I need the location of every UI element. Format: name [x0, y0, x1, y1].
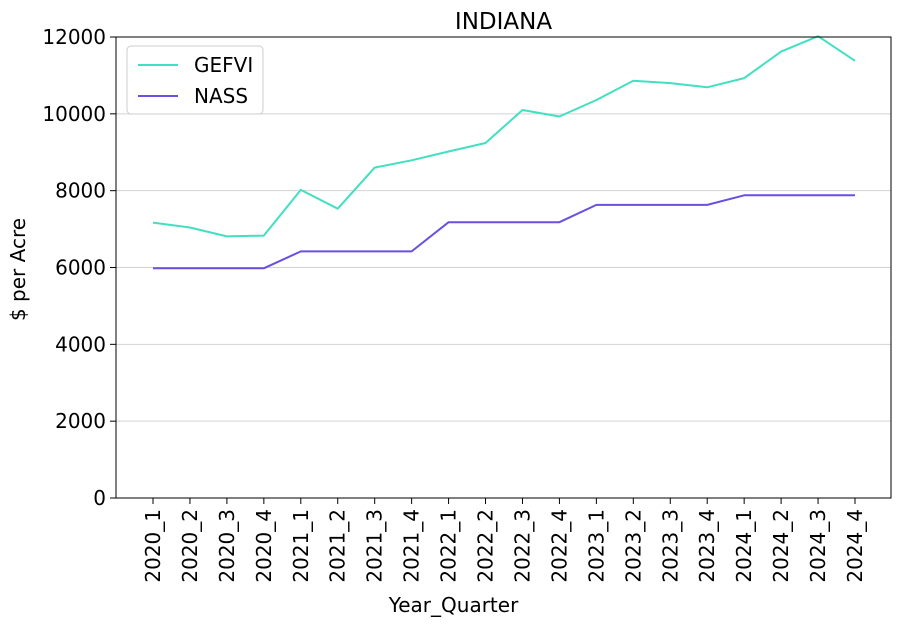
- x-tick-label: 2022_2: [474, 509, 498, 583]
- y-tick-label: 4000: [55, 332, 106, 356]
- x-axis: 2020_1 2020_2 2020_3 2020_4 2021_1 2021_2 2021…: [141, 498, 867, 583]
- x-tick-label: 2021_2: [326, 509, 350, 583]
- x-tick-label: 2021_1: [289, 509, 313, 583]
- x-tick-label: 2023_3: [658, 509, 682, 583]
- x-tick-label: 2023_4: [695, 509, 719, 583]
- x-tick-label: 2020_3: [215, 509, 239, 583]
- y-tick-label: 0: [93, 486, 106, 510]
- legend-label-nass: NASS: [194, 84, 248, 108]
- y-tick-label: 10000: [42, 102, 106, 126]
- chart-title: INDIANA: [455, 9, 552, 35]
- x-tick-label: 2023_2: [621, 509, 645, 583]
- y-axis: 0 2000 4000 6000 8000 10000 12000: [42, 25, 116, 510]
- x-tick-label: 2024_4: [843, 509, 867, 583]
- y-axis-title: $ per Acre: [6, 218, 30, 321]
- series-lines: [152, 35, 856, 270]
- x-tick-label: 2022_4: [547, 509, 571, 583]
- x-tick-label: 2024_1: [732, 509, 756, 583]
- series-line-gefvi: [152, 35, 856, 238]
- x-tick-label: 2022_3: [510, 509, 534, 583]
- x-tick-label: 2023_1: [584, 509, 608, 583]
- x-tick-label: 2024_3: [806, 509, 830, 583]
- legend: GEFVI NASS: [126, 45, 264, 115]
- y-tick-label: 2000: [55, 409, 106, 433]
- x-tick-label: 2020_1: [141, 509, 165, 583]
- y-tick-label: 12000: [42, 25, 106, 49]
- x-tick-label: 2021_3: [363, 509, 387, 583]
- legend-label-gefvi: GEFVI: [194, 53, 253, 77]
- series-line-nass: [153, 194, 855, 270]
- y-tick-label: 8000: [55, 179, 106, 203]
- x-tick-label: 2024_2: [769, 509, 793, 583]
- y-tick-label: 6000: [55, 256, 106, 280]
- x-axis-title: Year_Quarter: [388, 593, 519, 617]
- x-tick-label: 2020_2: [178, 509, 202, 583]
- x-tick-label: 2020_4: [252, 509, 276, 583]
- x-tick-label: 2022_1: [437, 509, 461, 583]
- x-tick-label: 2021_4: [400, 509, 424, 583]
